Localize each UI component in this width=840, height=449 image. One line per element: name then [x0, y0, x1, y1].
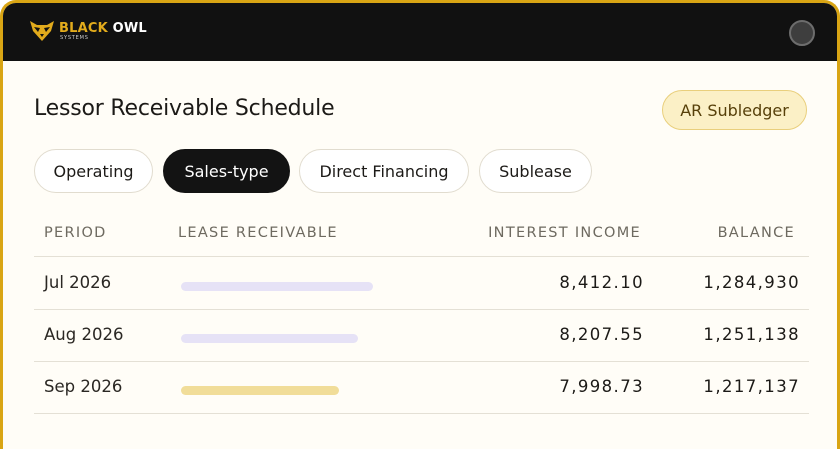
- row-period: Jul 2026: [44, 273, 112, 292]
- table-row[interactable]: Aug 2026 8,207.55 1,251,138: [34, 310, 809, 362]
- header-lease-receivable[interactable]: LEASE RECEIVABLE: [178, 225, 338, 241]
- header-divider: [34, 256, 809, 257]
- top-bar: BLACK OWL SYSTEMS: [3, 3, 837, 61]
- tab-sublease[interactable]: Sublease: [479, 149, 592, 193]
- row-divider: [34, 361, 809, 362]
- header-interest-income[interactable]: INTEREST INCOME: [488, 225, 641, 241]
- row-balance: 1,251,138: [703, 325, 800, 344]
- table-row[interactable]: Jul 2026 8,412.10 1,284,930: [34, 258, 809, 310]
- logo-subtitle: SYSTEMS: [60, 34, 89, 41]
- profile-avatar-icon[interactable]: [789, 20, 815, 46]
- header-balance[interactable]: BALANCE: [717, 225, 795, 241]
- tab-operating[interactable]: Operating: [34, 149, 153, 193]
- lease-receivable-bar: [181, 386, 339, 395]
- row-interest-income: 8,412.10: [559, 273, 644, 292]
- tab-sales-type[interactable]: Sales-type: [163, 149, 290, 193]
- header-period[interactable]: PERIOD: [44, 225, 107, 241]
- row-balance: 1,284,930: [703, 273, 800, 292]
- row-interest-income: 8,207.55: [559, 325, 644, 344]
- row-period: Sep 2026: [44, 377, 123, 396]
- table-row[interactable]: Sep 2026 7,998.73 1,217,137: [34, 362, 809, 414]
- row-period: Aug 2026: [44, 325, 124, 344]
- ar-subledger-badge[interactable]: AR Subledger: [662, 90, 807, 130]
- page-title: Lessor Receivable Schedule: [34, 96, 335, 121]
- row-balance: 1,217,137: [703, 377, 800, 396]
- row-divider: [34, 413, 809, 414]
- owl-logo-icon: [30, 21, 54, 41]
- tab-direct-financing[interactable]: Direct Financing: [299, 149, 469, 193]
- row-divider: [34, 309, 809, 310]
- brand-logo[interactable]: BLACK OWL SYSTEMS: [29, 20, 147, 42]
- lease-receivable-bar: [181, 334, 358, 343]
- logo-name: BLACK OWL: [59, 20, 147, 36]
- row-interest-income: 7,998.73: [559, 377, 644, 396]
- lease-receivable-bar: [181, 282, 373, 291]
